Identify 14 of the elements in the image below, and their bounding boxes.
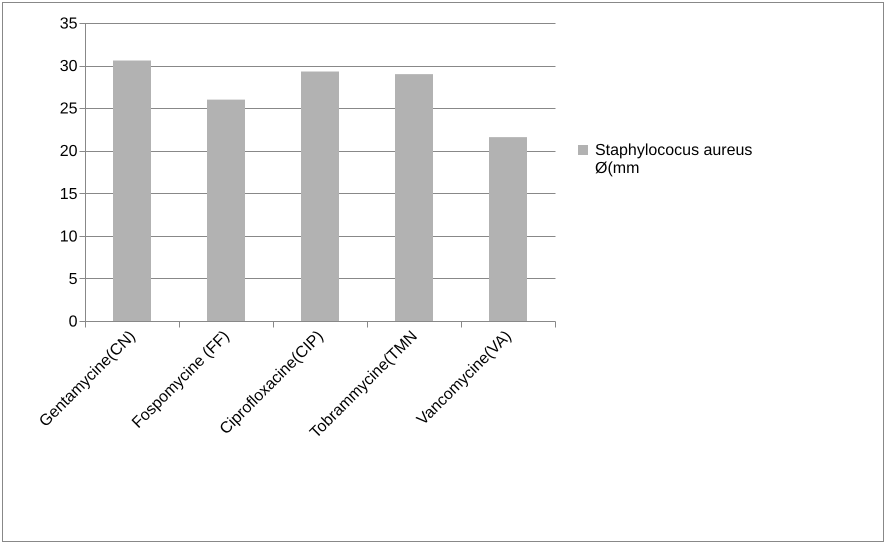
y-tick-label: 35: [60, 16, 78, 32]
y-tick-label: 10: [60, 228, 78, 246]
bar: [113, 60, 151, 321]
y-tick-label: 25: [60, 100, 78, 118]
bar: [489, 137, 527, 321]
y-tick-label: 20: [60, 143, 78, 160]
legend-label: Staphylococus aureus Ø(mm: [595, 142, 752, 177]
bar: [395, 74, 433, 321]
bar: [301, 72, 339, 321]
y-tick-label: 5: [68, 270, 78, 288]
bar: [207, 100, 245, 321]
y-tick-label: 15: [60, 186, 78, 203]
y-tick-label: 30: [60, 58, 78, 76]
y-tick-label: 0: [68, 314, 78, 330]
